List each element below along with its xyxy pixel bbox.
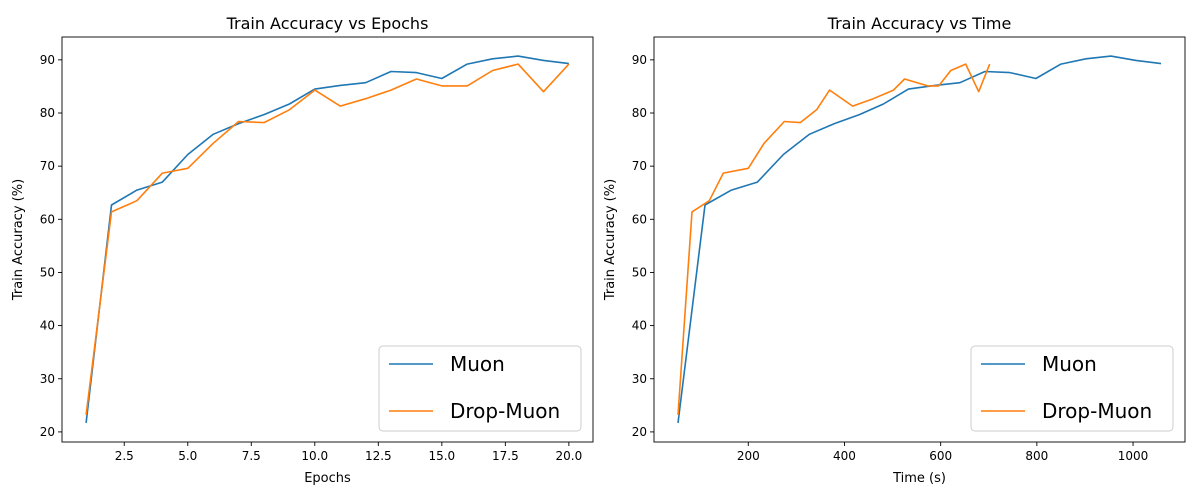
x-tick-label: 2.5 bbox=[115, 449, 134, 463]
x-tick-label: 20.0 bbox=[556, 449, 583, 463]
series-line-drop-muon bbox=[85, 63, 570, 415]
y-axis-label: Train Accuracy (%) bbox=[11, 179, 26, 301]
y-tick-label: 80 bbox=[40, 106, 55, 120]
legend: Muon Drop-Muon bbox=[378, 345, 582, 432]
x-tick-label: 400 bbox=[833, 449, 856, 463]
x-tick-label: 17.5 bbox=[492, 449, 519, 463]
series-line-muon bbox=[85, 55, 570, 423]
x-tick-label: 600 bbox=[929, 449, 952, 463]
y-tick-label: 90 bbox=[40, 53, 55, 67]
chart-time: 200 400 600 800 1000 20 30 40 50 60 70 80 90 Train Ac… bbox=[603, 14, 1186, 486]
chart-title: Train Accuracy vs Time bbox=[827, 14, 1012, 33]
x-tick-label: 15.0 bbox=[428, 449, 455, 463]
legend-label: Muon bbox=[450, 352, 505, 376]
y-tick-label: 30 bbox=[40, 372, 55, 386]
x-tick-label: 10.0 bbox=[301, 449, 328, 463]
y-tick-label: 30 bbox=[632, 372, 647, 386]
y-tick-label: 80 bbox=[632, 106, 647, 120]
axes-frame bbox=[61, 36, 594, 443]
chart-epochs: 2.5 5.0 7.5 10.0 12.5 15.0 17.5 20.0 20 30 40 50 60 7… bbox=[11, 14, 594, 486]
y-tick-label: 70 bbox=[40, 159, 55, 173]
legend-label: Drop-Muon bbox=[450, 399, 560, 423]
x-tick-label: 800 bbox=[1025, 449, 1048, 463]
x-axis-label: Time (s) bbox=[892, 471, 946, 486]
legend-box bbox=[378, 345, 582, 432]
y-tick-label: 50 bbox=[40, 265, 55, 279]
x-tick-label: 5.0 bbox=[178, 449, 197, 463]
axes-frame bbox=[653, 36, 1186, 443]
y-tick-label: 70 bbox=[632, 159, 647, 173]
y-tick-label: 40 bbox=[40, 319, 55, 333]
x-tick-label: 7.5 bbox=[242, 449, 261, 463]
legend-label: Muon bbox=[1042, 352, 1097, 376]
x-tick-label: 12.5 bbox=[365, 449, 392, 463]
x-tick-label: 1000 bbox=[1118, 449, 1149, 463]
y-tick-label: 20 bbox=[40, 425, 55, 439]
y-tick-label: 20 bbox=[632, 425, 647, 439]
y-tick-label: 60 bbox=[632, 212, 647, 226]
legend-box bbox=[970, 345, 1174, 432]
x-axis-label: Epochs bbox=[304, 471, 351, 486]
legend-label: Drop-Muon bbox=[1042, 399, 1152, 423]
y-tick-label: 40 bbox=[632, 319, 647, 333]
y-axis-label: Train Accuracy (%) bbox=[603, 179, 618, 301]
y-tick-label: 60 bbox=[40, 212, 55, 226]
chart-title: Train Accuracy vs Epochs bbox=[226, 14, 429, 33]
legend: Muon Drop-Muon bbox=[970, 345, 1174, 432]
series-line-drop-muon bbox=[677, 63, 991, 415]
y-tick-label: 90 bbox=[632, 53, 647, 67]
x-tick-label: 200 bbox=[737, 449, 760, 463]
y-tick-label: 50 bbox=[632, 265, 647, 279]
series-line-muon bbox=[677, 55, 1162, 423]
